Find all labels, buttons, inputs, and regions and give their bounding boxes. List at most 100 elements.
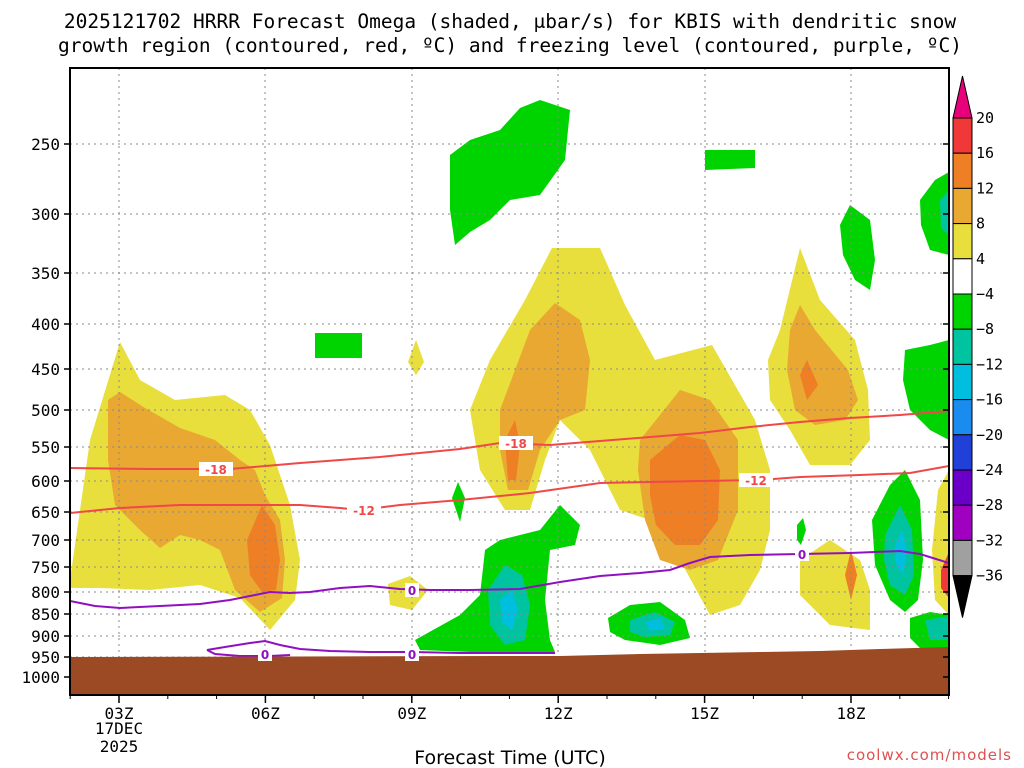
omega-cyan-east (895, 530, 907, 575)
x-tick-label: 18Z (837, 704, 866, 723)
colorbar-label: 20 (976, 109, 994, 127)
colorbar-segment (952, 293, 973, 330)
y-tick-label: 250 (31, 135, 60, 154)
omega-green-region-far-east-mid (903, 340, 949, 440)
freezing-contour-main (70, 549, 949, 610)
colorbar-segment (952, 187, 973, 225)
colorbar-label: −24 (976, 461, 1003, 479)
colorbar-segment (952, 399, 973, 436)
y-tick-label: 850 (31, 605, 60, 624)
colorbar-top-arrow (952, 75, 973, 119)
contour-labels: -18 -18 -12 -12 0 0 (199, 436, 809, 662)
chart-title-line-2: growth region (contoured, red, ºC) and f… (58, 34, 962, 57)
freezing-label-0-low-west: 0 (258, 647, 272, 662)
colorbar-label: −8 (976, 320, 994, 338)
freezing-label-0-low-east: 0 (405, 647, 419, 662)
omega-cyan-lower-right (645, 618, 665, 631)
y-axis: 250 300 350 400 450 500 550 600 650 700 750 800 850 9… (21, 135, 949, 687)
colorbar-segment (952, 504, 973, 541)
x-axis-date-day: 17DEC (95, 719, 143, 738)
terrain-fill (70, 647, 949, 695)
omega-green-region-top (450, 100, 570, 245)
freezing-contour-low-loop (206, 649, 291, 657)
svg-text:0: 0 (408, 648, 416, 662)
colorbar-label: −12 (976, 355, 1003, 373)
x-axis-date-year: 2025 (100, 737, 139, 756)
colorbar: 20 16 12 8 4 −4 −8 −12 −16 −20 −24 −28 −32 −36 (952, 75, 1003, 618)
y-tick-label: 450 (31, 360, 60, 379)
svg-text:-18: -18 (505, 437, 527, 451)
source-credit: coolwx.com/models (847, 746, 1012, 764)
omega-dark-orange-lower-east (845, 550, 857, 600)
dgz-contour-minus18 (70, 410, 949, 470)
colorbar-segment (952, 328, 973, 365)
colorbar-segment (952, 258, 973, 295)
svg-text:-12: -12 (353, 504, 375, 518)
colorbar-label: −36 (976, 567, 1003, 585)
colorbar-label: 4 (976, 250, 985, 268)
colorbar-segment (952, 469, 973, 506)
dgz-contour-minus12 (70, 465, 949, 514)
y-tick-label: 300 (31, 205, 60, 224)
omega-dark-orange-east (800, 360, 818, 400)
omega-fill-dark-orange (247, 360, 857, 600)
colorbar-segment (952, 539, 973, 577)
omega-dark-orange-center (650, 435, 720, 545)
y-tick-label: 800 (31, 583, 60, 602)
omega-fill-red (941, 552, 949, 598)
colorbar-label: −20 (976, 426, 1003, 444)
omega-cyan-lower-center (500, 590, 518, 630)
colorbar-label: 16 (976, 144, 994, 162)
x-tick-label: 09Z (397, 704, 426, 723)
y-tick-label: 350 (31, 264, 60, 283)
dgz-label-minus12-west: -12 (347, 503, 381, 518)
y-tick-label: 950 (31, 648, 60, 667)
y-tick-label: 500 (31, 401, 60, 420)
colorbar-label: −16 (976, 391, 1003, 409)
colorbar-segment (952, 363, 973, 401)
y-tick-label: 900 (31, 627, 60, 646)
y-tick-label: 700 (31, 531, 60, 550)
x-tick-label: 03Z (105, 704, 134, 723)
omega-green-region-upper-east (840, 205, 875, 290)
omega-green-box-top-right (705, 150, 755, 170)
x-tick-label: 12Z (544, 704, 573, 723)
y-tick-label: 550 (31, 438, 60, 457)
colorbar-segment (952, 152, 973, 189)
plot-area: -18 -18 -12 -12 0 0 (70, 68, 949, 695)
colorbar-label: −28 (976, 496, 1003, 514)
freezing-label-0-main-east: 0 (795, 547, 809, 562)
omega-teal-far-east (925, 616, 949, 640)
colorbar-label: 8 (976, 215, 985, 233)
colorbar-segment (952, 117, 973, 154)
chart-title-line-1: 2025121702 HRRR Forecast Omega (shaded, … (64, 10, 956, 33)
omega-green-cell-small (797, 518, 806, 545)
freezing-label-0-main-west: 0 (405, 583, 419, 598)
colorbar-label: −4 (976, 285, 994, 303)
colorbar-label: 12 (976, 179, 994, 197)
y-tick-label: 400 (31, 315, 60, 334)
colorbar-segment (952, 434, 973, 471)
svg-text:-18: -18 (205, 463, 227, 477)
y-tick-label: 750 (31, 558, 60, 577)
dgz-label-minus18-center: -18 (499, 436, 533, 451)
dgz-label-minus18-west: -18 (199, 462, 233, 477)
omega-fill-cyan (500, 530, 907, 631)
y-tick-label: 1000 (21, 668, 60, 687)
dgz-label-minus12-east: -12 (739, 473, 773, 488)
x-axis: 03Z 06Z 09Z 12Z 15Z 18Z (69, 695, 950, 723)
omega-green-box-left (315, 333, 362, 358)
omega-yellow-cell-tiny (408, 340, 424, 375)
omega-teal-far-east-top (940, 190, 949, 235)
colorbar-segment (952, 223, 973, 260)
svg-text:-12: -12 (745, 474, 767, 488)
x-tick-label: 15Z (690, 704, 719, 723)
freezing-contour-low (206, 639, 555, 654)
omega-orange-region-east (787, 305, 858, 425)
svg-text:0: 0 (798, 548, 806, 562)
y-tick-label: 600 (31, 472, 60, 491)
x-axis-title: Forecast Time (UTC) (414, 747, 605, 768)
svg-text:0: 0 (261, 648, 269, 662)
y-tick-label: 650 (31, 503, 60, 522)
